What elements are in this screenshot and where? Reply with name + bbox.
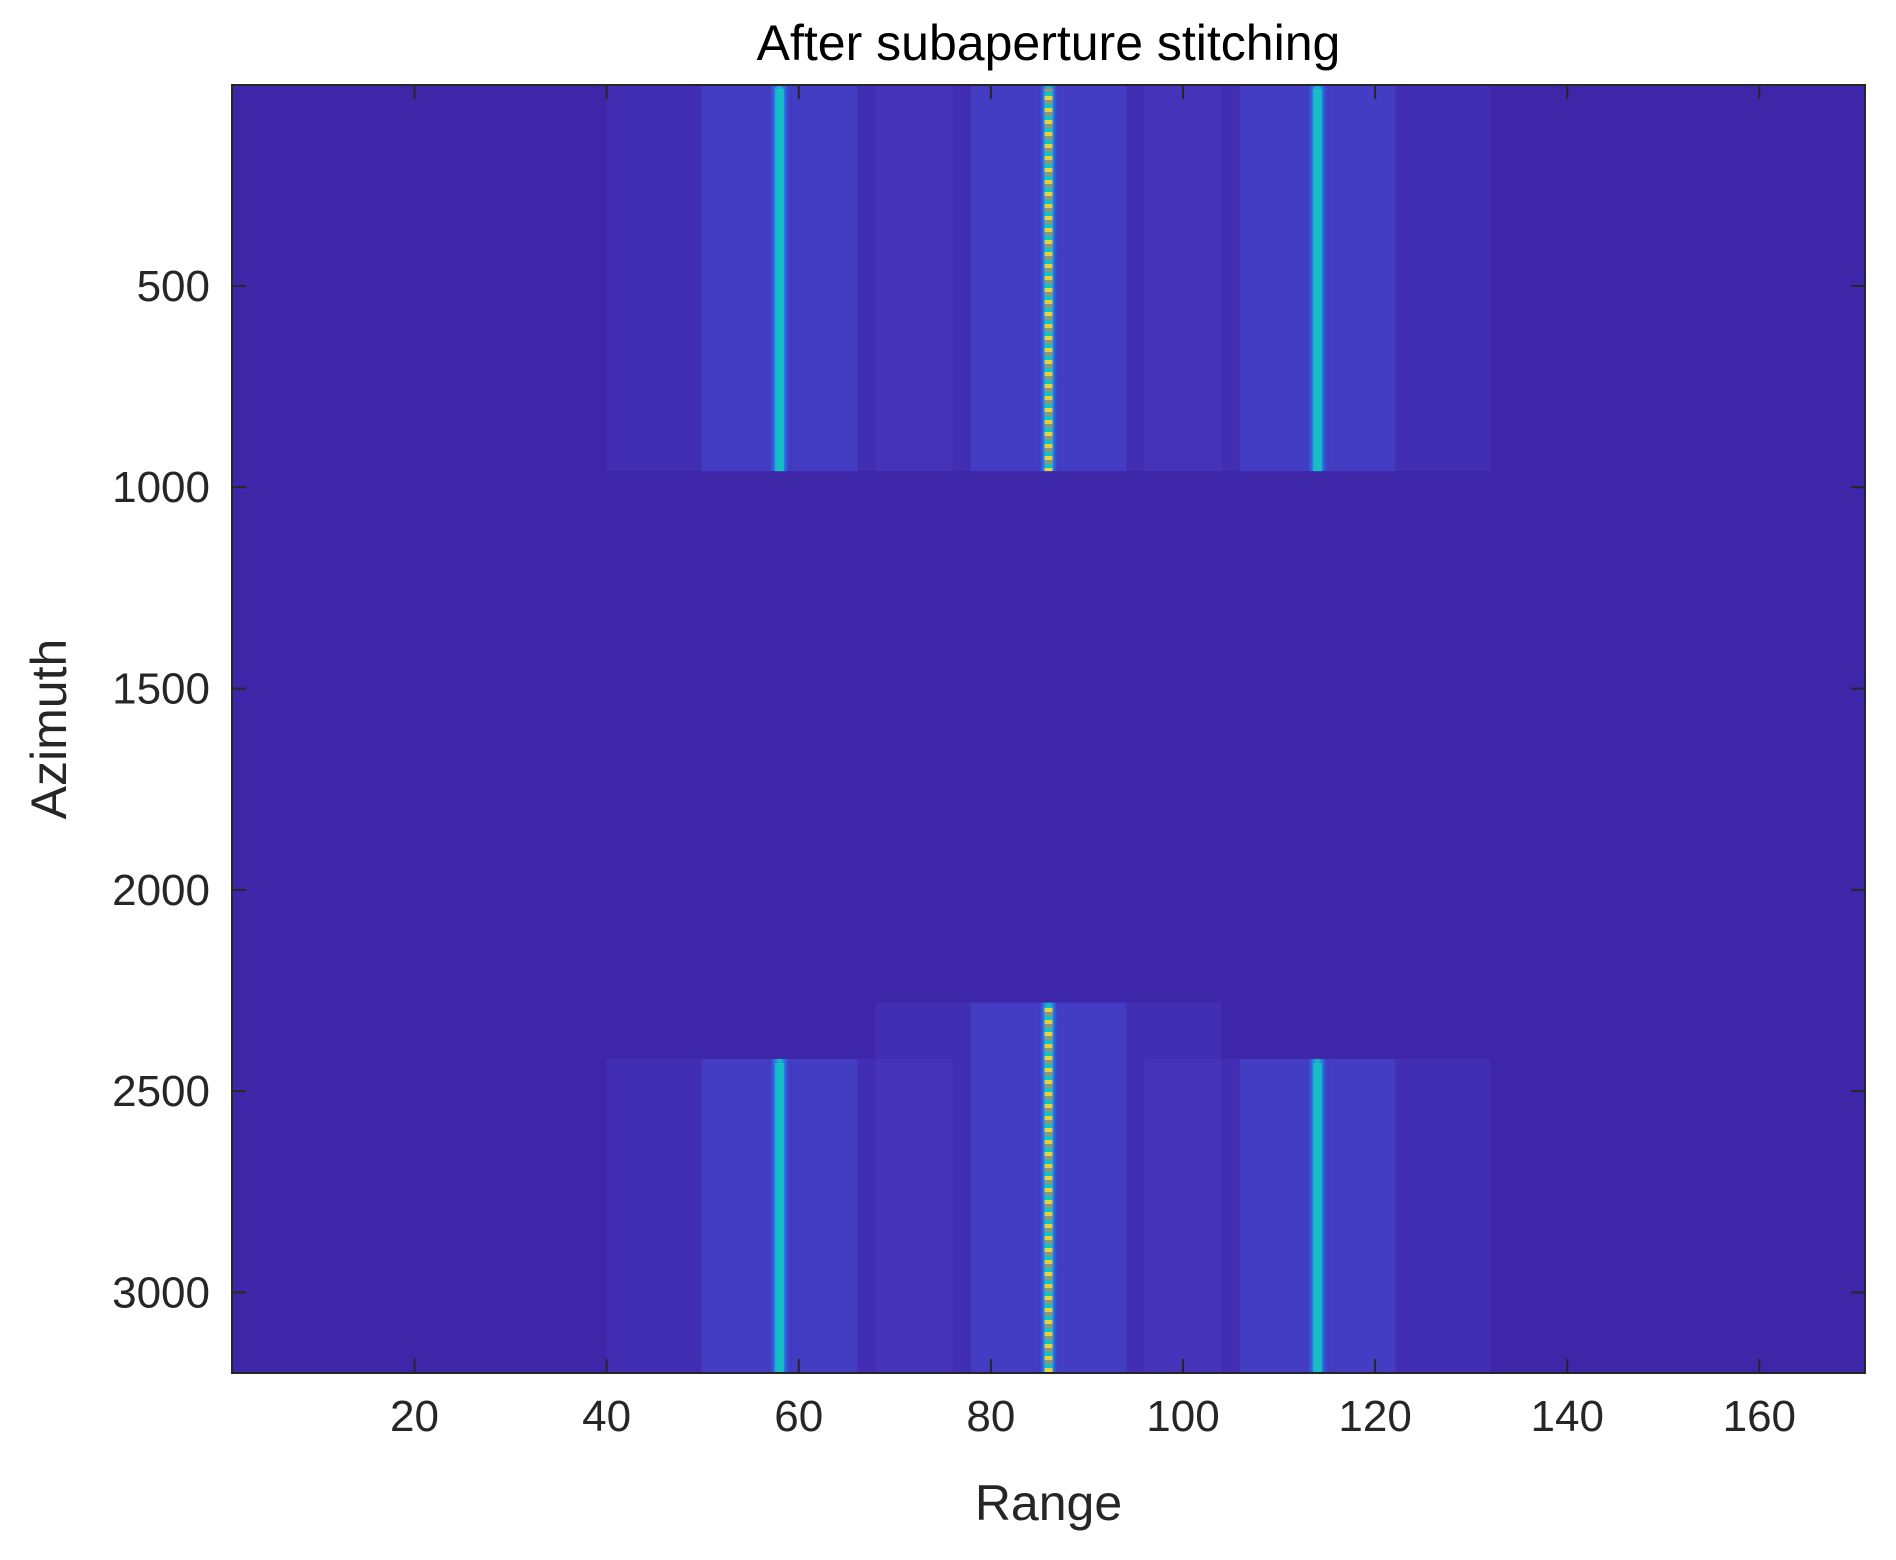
chart-title: After subaperture stitching [757,15,1341,71]
x-tick-label: 160 [1723,1392,1796,1441]
y-tick-label: 500 [137,262,210,311]
y-tick-label: 1000 [112,463,210,512]
x-tick-label: 40 [582,1392,631,1441]
target-core-0-0 [775,89,785,472]
y-tick-label: 3000 [112,1268,210,1317]
x-tick-label: 100 [1146,1392,1219,1441]
y-tick-label: 2500 [112,1067,210,1116]
y-axis-ticks: 500 1000 1500 2000 2500 3000 [112,262,1865,1317]
x-tick-label: 60 [774,1392,823,1441]
plot-frame [231,84,1866,1374]
y-tick-label: 2000 [112,866,210,915]
x-tick-label: 20 [390,1392,439,1441]
target-core-2-0 [1312,89,1322,472]
y-axis-title: Azimuth [21,639,77,820]
x-tick-label: 120 [1338,1392,1411,1441]
plot-area [232,85,1865,1373]
target-core-1-0 [1044,89,1053,472]
target-core-1-1 [1044,1006,1053,1373]
x-axis-title: Range [975,1475,1122,1531]
target-core-2-1 [1312,1062,1322,1373]
y-tick-label: 1500 [112,665,210,714]
x-tick-label: 140 [1531,1392,1604,1441]
target-core-0-1 [775,1062,785,1373]
x-tick-label: 80 [966,1392,1015,1441]
x-axis-ticks: 20 40 60 80 100 120 140 160 [390,85,1796,1441]
